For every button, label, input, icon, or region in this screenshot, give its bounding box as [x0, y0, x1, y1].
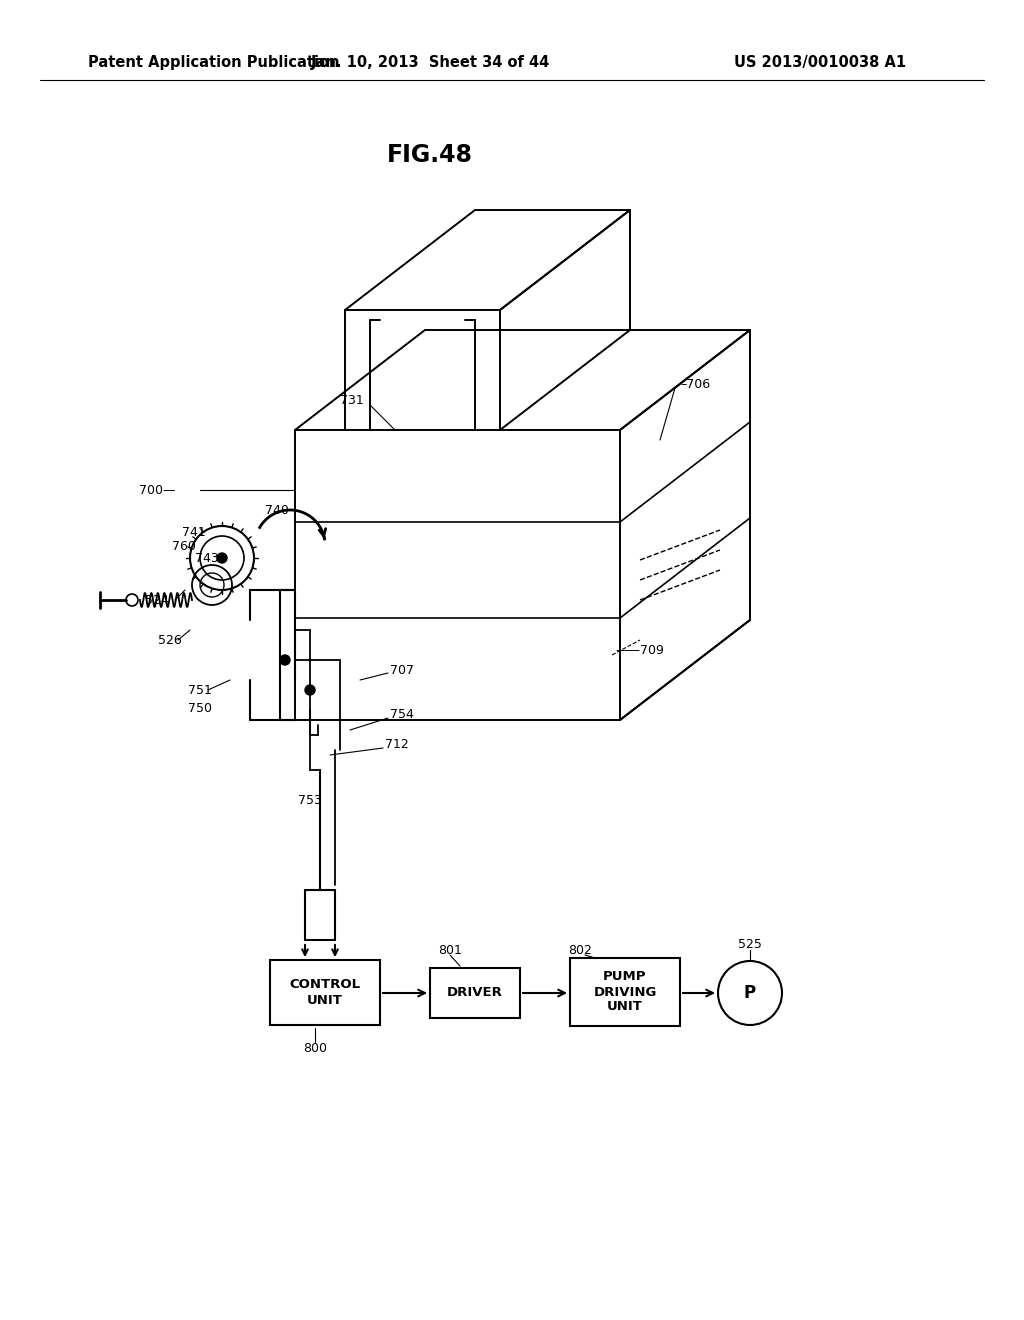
Text: 753: 753: [298, 793, 322, 807]
Text: CONTROL
UNIT: CONTROL UNIT: [290, 978, 360, 1006]
Text: 800: 800: [303, 1041, 327, 1055]
Text: 751: 751: [188, 684, 212, 697]
Text: 750: 750: [188, 701, 212, 714]
Circle shape: [305, 685, 315, 696]
Text: 712: 712: [385, 738, 409, 751]
Bar: [570, 958, 680, 1026]
Bar: [430, 968, 520, 1018]
Circle shape: [280, 655, 290, 665]
Text: ——709: ——709: [615, 644, 664, 656]
Text: 700—: 700—: [138, 483, 175, 496]
Text: PUMP
DRIVING
UNIT: PUMP DRIVING UNIT: [593, 970, 656, 1014]
Text: 740: 740: [265, 503, 289, 516]
Text: 802: 802: [568, 944, 592, 957]
Text: 754: 754: [390, 709, 414, 722]
Text: 801: 801: [438, 944, 462, 957]
Text: FIG.48: FIG.48: [387, 143, 473, 168]
Text: 731: 731: [340, 393, 364, 407]
Text: Patent Application Publication: Patent Application Publication: [88, 54, 340, 70]
Text: 525: 525: [738, 939, 762, 952]
Circle shape: [217, 553, 227, 564]
Text: 741: 741: [182, 527, 206, 540]
Text: 760: 760: [172, 540, 196, 553]
Text: Jan. 10, 2013  Sheet 34 of 44: Jan. 10, 2013 Sheet 34 of 44: [310, 54, 550, 70]
Bar: [270, 960, 380, 1026]
Text: 524: 524: [145, 594, 169, 606]
Text: P: P: [744, 983, 756, 1002]
Text: 526: 526: [158, 634, 181, 647]
Text: 707: 707: [390, 664, 414, 676]
Text: –706: –706: [680, 379, 710, 392]
Text: DRIVER: DRIVER: [447, 986, 503, 999]
Text: US 2013/0010038 A1: US 2013/0010038 A1: [734, 54, 906, 70]
Text: 743: 743: [195, 552, 219, 565]
